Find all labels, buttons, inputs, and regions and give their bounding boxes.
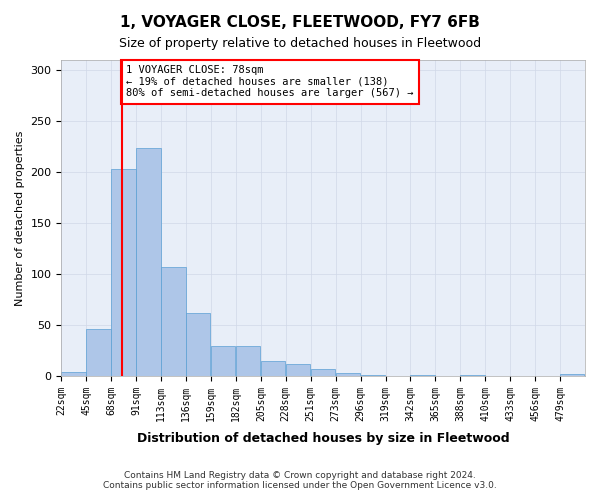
Bar xyxy=(236,346,260,376)
Bar xyxy=(311,369,335,376)
Bar xyxy=(111,169,136,376)
Bar xyxy=(286,364,310,376)
Bar xyxy=(560,374,584,376)
Bar xyxy=(335,373,360,376)
X-axis label: Distribution of detached houses by size in Fleetwood: Distribution of detached houses by size … xyxy=(137,432,509,445)
Bar xyxy=(261,360,285,376)
Y-axis label: Number of detached properties: Number of detached properties xyxy=(15,130,25,306)
Bar xyxy=(61,372,86,376)
Text: Contains HM Land Registry data © Crown copyright and database right 2024.
Contai: Contains HM Land Registry data © Crown c… xyxy=(103,470,497,490)
Text: 1 VOYAGER CLOSE: 78sqm
← 19% of detached houses are smaller (138)
80% of semi-de: 1 VOYAGER CLOSE: 78sqm ← 19% of detached… xyxy=(127,65,414,98)
Bar xyxy=(460,375,485,376)
Text: 1, VOYAGER CLOSE, FLEETWOOD, FY7 6FB: 1, VOYAGER CLOSE, FLEETWOOD, FY7 6FB xyxy=(120,15,480,30)
Bar xyxy=(186,312,211,376)
Bar xyxy=(211,346,235,376)
Bar xyxy=(410,375,435,376)
Bar xyxy=(86,329,111,376)
Bar xyxy=(161,267,185,376)
Bar xyxy=(136,148,161,376)
Text: Size of property relative to detached houses in Fleetwood: Size of property relative to detached ho… xyxy=(119,38,481,51)
Bar xyxy=(361,375,385,376)
